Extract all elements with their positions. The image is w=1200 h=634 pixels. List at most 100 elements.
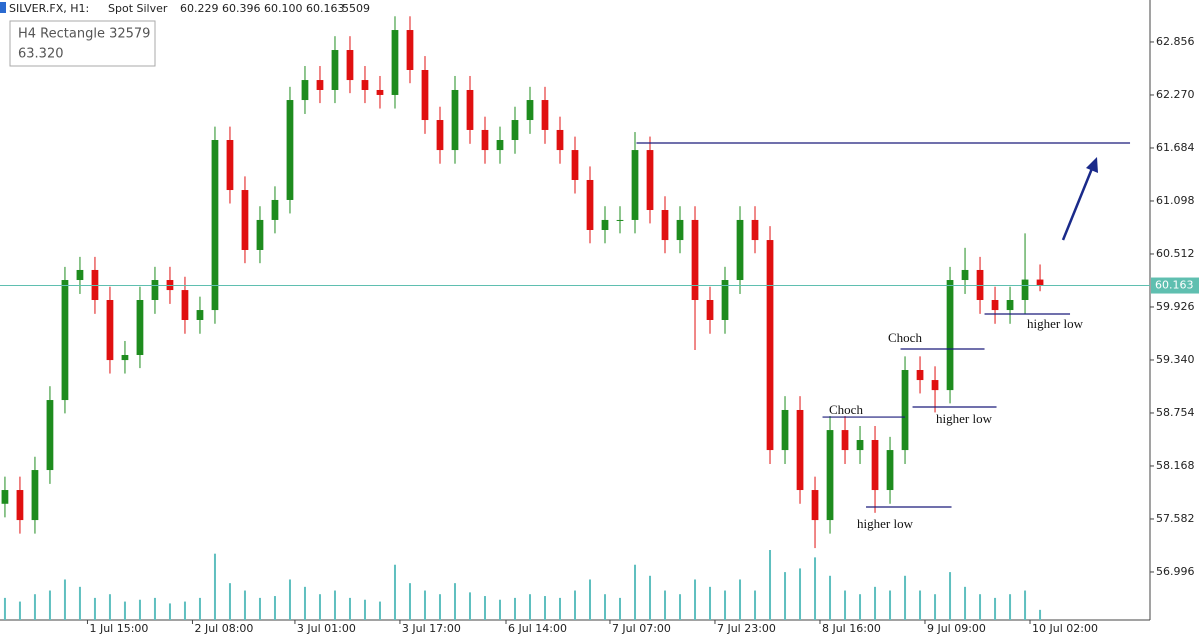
x-tick-label: 3 Jul 17:00	[402, 622, 461, 634]
candle-body	[181, 290, 189, 320]
candle-body	[361, 80, 369, 90]
x-tick-label: 8 Jul 16:00	[822, 622, 881, 634]
annotation: higher low	[936, 411, 993, 426]
symbol-icon	[0, 2, 6, 13]
volume-bar	[949, 572, 952, 620]
volume-bar	[754, 590, 757, 620]
volume-bar	[724, 590, 727, 620]
candle-body	[31, 470, 39, 521]
candle-body	[106, 300, 114, 361]
volume-bar	[829, 575, 832, 620]
volume-bar	[664, 590, 667, 620]
volume-bar	[408, 583, 411, 620]
volume-bar	[198, 597, 201, 620]
x-tick-label: 7 Jul 23:00	[717, 622, 776, 634]
candle-body	[421, 70, 429, 121]
candle-body	[991, 300, 999, 311]
volume-bar	[258, 597, 261, 620]
y-tick-label: 62.270	[1156, 88, 1195, 101]
candle-body	[676, 219, 684, 241]
y-tick-label: 57.582	[1156, 512, 1195, 525]
candle-body	[631, 150, 639, 220]
y-tick-label: 62.856	[1156, 35, 1195, 48]
volume-bar	[288, 579, 291, 620]
volume-bar	[558, 597, 561, 620]
candle-body	[766, 240, 774, 451]
header-symbol: SILVER.FX, H1:	[9, 2, 89, 15]
candle-body	[541, 100, 549, 130]
volume-bar	[498, 599, 501, 620]
candle-body	[931, 380, 939, 391]
volume-bar	[153, 597, 156, 620]
volume-bar	[814, 557, 817, 620]
candle-body	[961, 269, 969, 281]
candle-body	[1021, 279, 1029, 301]
candle-body	[916, 370, 924, 381]
candle-body	[316, 80, 324, 90]
candle-body	[751, 219, 759, 241]
plot	[0, 16, 1150, 620]
candle-body	[16, 490, 24, 521]
volume-bar	[63, 579, 66, 620]
volume-bar	[303, 586, 306, 620]
y-tick-label: 58.754	[1156, 406, 1195, 419]
candle-body	[406, 30, 414, 71]
volume-bar	[769, 550, 772, 620]
volume-bar	[694, 579, 697, 620]
header-volume: 5509	[342, 2, 370, 15]
volume-bar	[93, 597, 96, 620]
candle-body	[1, 490, 9, 504]
candle-body	[451, 89, 459, 151]
volume-bar	[108, 594, 111, 620]
volume-bar	[423, 590, 426, 620]
candle-body	[811, 490, 819, 521]
arrow-head	[1086, 157, 1098, 173]
volume-bar	[979, 594, 982, 620]
candle-body	[1036, 279, 1044, 286]
volume-bar	[78, 586, 81, 620]
candle-body	[481, 129, 489, 151]
volume-bar	[1009, 594, 1012, 620]
volume-bar	[483, 596, 486, 620]
candle-body	[391, 30, 399, 95]
candle-body	[241, 190, 249, 250]
arrow	[1061, 165, 1095, 241]
volume-bar	[574, 590, 576, 620]
candle-body	[331, 50, 339, 90]
volume-bar	[48, 590, 51, 620]
volume-bar	[243, 590, 246, 620]
volume-bar	[709, 586, 712, 620]
annotation: higher low	[1027, 316, 1084, 331]
candle-body	[586, 179, 594, 231]
volume-bar	[889, 590, 892, 620]
candle-body	[1006, 300, 1014, 311]
price-tag	[1151, 277, 1199, 294]
candle-body	[346, 50, 354, 81]
candle-body	[256, 219, 264, 250]
candle-body	[46, 400, 54, 471]
candle-body	[496, 140, 504, 151]
candle-body	[706, 300, 714, 320]
volume-bar	[318, 594, 321, 620]
candle-body	[841, 430, 849, 451]
candle-body	[601, 219, 609, 231]
y-tick-label: 56.996	[1156, 565, 1195, 578]
volume-bar	[679, 594, 682, 620]
tooltip-title: H4 Rectangle 32579	[18, 27, 150, 42]
x-tick-label: 2 Jul 08:00	[194, 622, 253, 634]
volume-bar	[543, 596, 546, 620]
volume-bar	[904, 575, 907, 620]
candle-body	[376, 89, 384, 95]
x-tick-label: 1 Jul 15:00	[89, 622, 148, 634]
volume-bar	[273, 596, 276, 620]
y-tick-label: 61.098	[1156, 194, 1195, 207]
y-tick-label: 59.926	[1156, 300, 1195, 313]
candle-body	[91, 269, 99, 301]
volume-bar	[859, 594, 862, 620]
volume-bar	[3, 597, 6, 620]
volume-bar	[438, 594, 441, 620]
volume-bar	[919, 590, 922, 620]
y-tick-label: 60.512	[1156, 247, 1195, 260]
volume-bar	[228, 583, 231, 620]
